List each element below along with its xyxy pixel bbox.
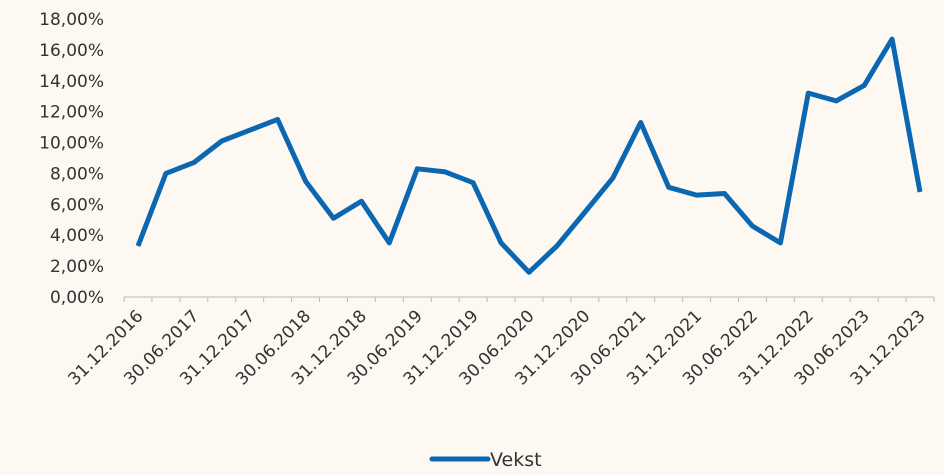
y-tick-label: 18,00% [39, 10, 104, 30]
y-tick-label: 12,00% [39, 103, 104, 123]
y-tick-label: 16,00% [39, 41, 104, 61]
line-series [135, 36, 923, 275]
y-tick-label: 10,00% [39, 134, 104, 154]
legend-label: Vekst [490, 449, 542, 471]
y-tick-label: 0,00% [50, 288, 104, 308]
y-tick-label: 2,00% [50, 257, 104, 277]
y-tick-label: 8,00% [50, 164, 104, 184]
y-tick-label: 6,00% [50, 195, 104, 215]
y-tick-label: 4,00% [50, 226, 104, 246]
y-tick-label: 14,00% [39, 72, 104, 92]
